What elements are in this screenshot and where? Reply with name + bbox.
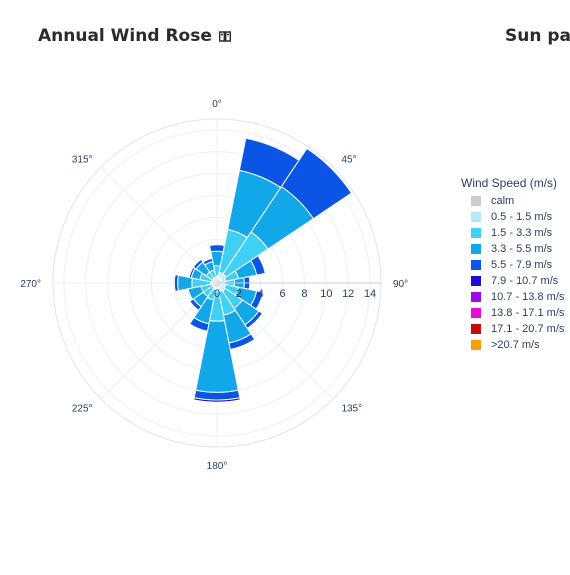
legend-item[interactable]: 0.5 - 1.5 m/s — [471, 209, 564, 225]
legend: Wind Speed (m/s) calm 0.5 - 1.5 m/s 1.5 - … — [461, 176, 564, 353]
legend-swatch — [471, 276, 481, 286]
legend-label: 17.1 - 20.7 m/s — [491, 323, 565, 335]
wind-bar — [202, 257, 214, 266]
radial-tick-label: 0 — [214, 288, 220, 300]
angular-tick-label: 180° — [207, 461, 228, 472]
angular-tick-label: 315° — [72, 155, 93, 166]
legend-label: 10.7 - 13.8 m/s — [491, 291, 565, 303]
legend-label: 13.8 - 17.1 m/s — [491, 307, 565, 319]
radial-tick-label: 10 — [320, 288, 332, 300]
angular-tick-label: 270° — [20, 279, 41, 290]
legend-swatch — [471, 292, 481, 302]
chart-title: Annual Wind Rose — [38, 26, 231, 46]
wind-bar — [188, 316, 210, 332]
angular-tick-label: 45° — [341, 155, 356, 166]
legend-label: calm — [491, 195, 515, 207]
legend-item[interactable]: 3.3 - 5.5 m/s — [471, 241, 564, 257]
legend-swatch — [471, 260, 481, 270]
legend-label: 7.9 - 10.7 m/s — [491, 275, 559, 287]
legend-title: Wind Speed (m/s) — [461, 176, 558, 190]
legend-item[interactable]: calm — [471, 193, 564, 209]
wind-bar — [193, 397, 241, 403]
wind-bar — [208, 244, 226, 253]
legend-swatch — [471, 196, 481, 206]
legend-swatch — [471, 244, 481, 254]
angular-tick-label: 0° — [212, 99, 222, 110]
radial-tick-label: 2 — [236, 288, 242, 300]
legend-label: 5.5 - 7.9 m/s — [491, 259, 553, 271]
legend-item[interactable]: 7.9 - 10.7 m/s — [471, 273, 564, 289]
legend-item[interactable]: 13.8 - 17.1 m/s — [471, 305, 564, 321]
legend-swatch — [471, 228, 481, 238]
legend-label: >20.7 m/s — [491, 339, 540, 351]
wind-bar — [173, 274, 179, 292]
angular-tick-label: 90° — [393, 279, 408, 290]
angular-tick-label: 225° — [72, 403, 93, 414]
legend-item[interactable]: 17.1 - 20.7 m/s — [471, 321, 564, 337]
legend-label: 0.5 - 1.5 m/s — [491, 211, 553, 223]
angular-tick-label: 135° — [341, 403, 362, 414]
radial-tick-label: 8 — [301, 288, 307, 300]
radial-tick-label: 6 — [280, 288, 286, 300]
legend-item[interactable]: >20.7 m/s — [471, 337, 564, 353]
chart-title-text: Annual Wind Rose — [38, 26, 212, 46]
legend-swatch — [471, 340, 481, 350]
legend-swatch — [471, 324, 481, 334]
legend-item[interactable]: 10.7 - 13.8 m/s — [471, 289, 564, 305]
radial-tick-label: 12 — [342, 288, 354, 300]
radial-tick-label: 4 — [258, 288, 264, 300]
legend-label: 1.5 - 3.3 m/s — [491, 227, 553, 239]
legend-swatch — [471, 308, 481, 318]
legend-swatch — [471, 212, 481, 222]
legend-item[interactable]: 5.5 - 7.9 m/s — [471, 257, 564, 273]
legend-items: calm 0.5 - 1.5 m/s 1.5 - 3.3 m/s 3.3 - 5.5 … — [461, 193, 564, 353]
sun-path-title: Sun path — [505, 26, 570, 46]
legend-label: 3.3 - 5.5 m/s — [491, 243, 553, 255]
wind-bar — [280, 147, 353, 220]
wind-bar — [249, 254, 266, 276]
radial-tick-label: 14 — [364, 288, 376, 300]
legend-item[interactable]: 1.5 - 3.3 m/s — [471, 225, 564, 241]
book-icon[interactable] — [218, 30, 231, 42]
